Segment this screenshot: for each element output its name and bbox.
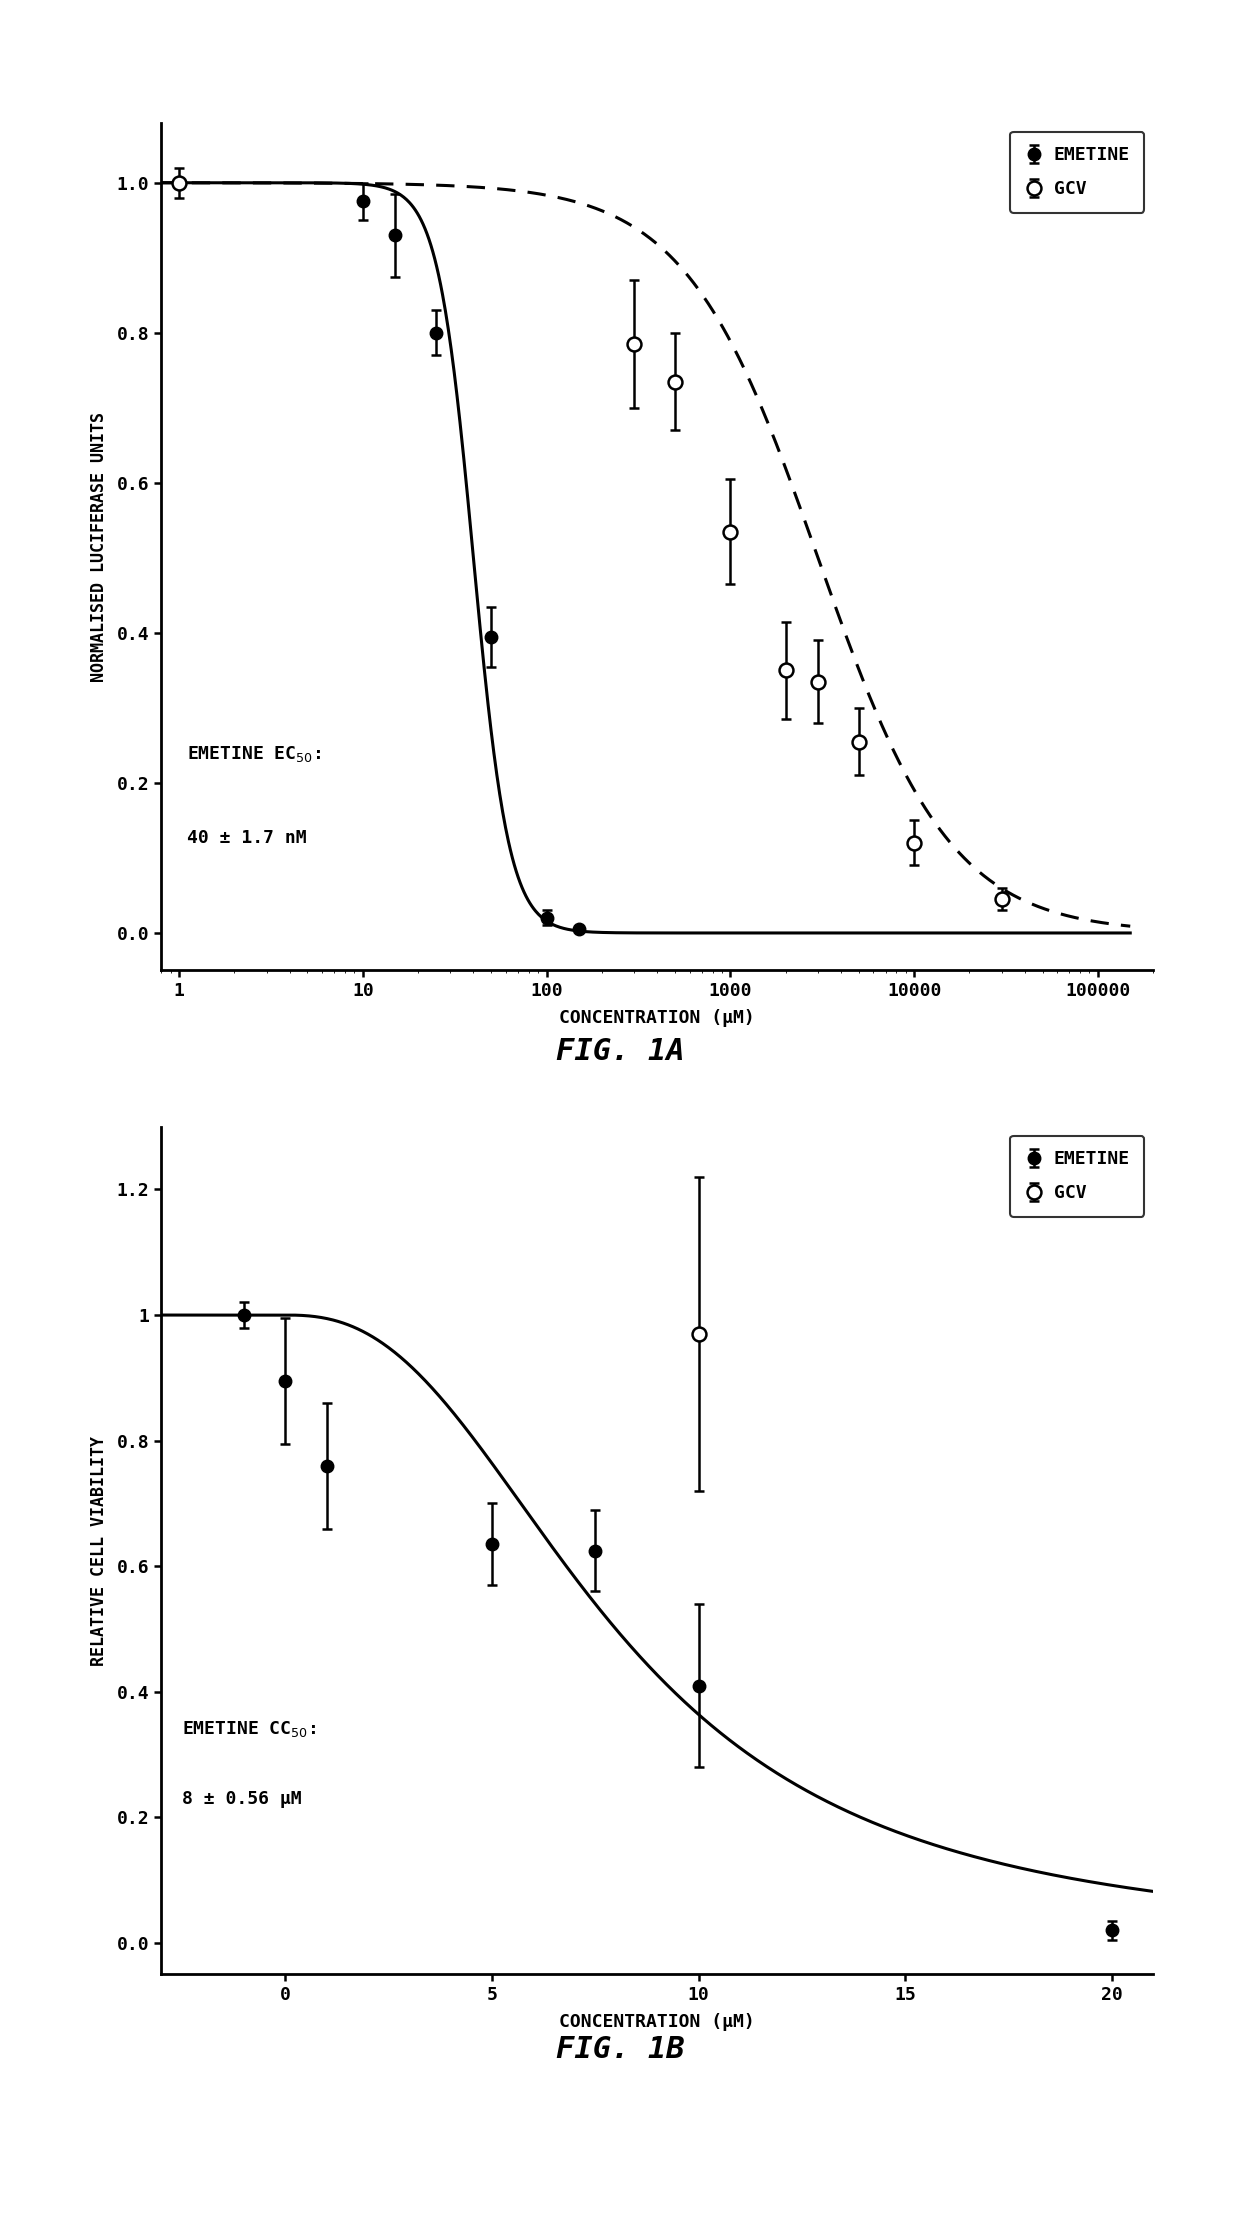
X-axis label: CONCENTRATION (μM): CONCENTRATION (μM) [559,2012,755,2030]
Y-axis label: RELATIVE CELL VIABILITY: RELATIVE CELL VIABILITY [91,1435,108,1667]
Legend: EMETINE, GCV: EMETINE, GCV [1011,132,1145,212]
Text: EMETINE CC$_{50}$:: EMETINE CC$_{50}$: [182,1718,316,1738]
Text: 8 ± 0.56 μM: 8 ± 0.56 μM [182,1789,301,1807]
Y-axis label: NORMALISED LUCIFERASE UNITS: NORMALISED LUCIFERASE UNITS [91,411,108,683]
Text: FIG. 1A: FIG. 1A [556,1037,684,1066]
Text: 40 ± 1.7 nM: 40 ± 1.7 nM [186,828,306,848]
Text: EMETINE EC$_{50}$:: EMETINE EC$_{50}$: [186,745,321,765]
Legend: EMETINE, GCV: EMETINE, GCV [1011,1136,1145,1216]
X-axis label: CONCENTRATION (μM): CONCENTRATION (μM) [559,1008,755,1026]
Text: FIG. 1B: FIG. 1B [556,2035,684,2064]
